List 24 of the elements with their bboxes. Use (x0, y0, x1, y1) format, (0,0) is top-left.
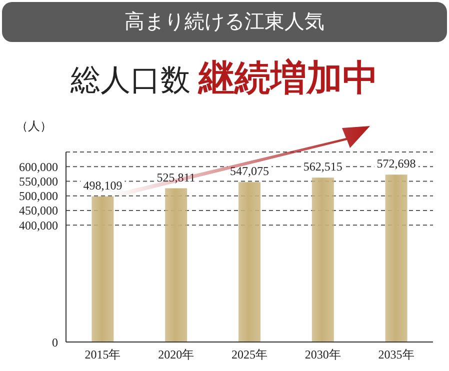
x-tick-label: 2020年 (158, 348, 194, 362)
y-tick-label: 600,000 (19, 160, 58, 174)
chart-title: 高まり続ける江東人気 (2, 2, 447, 42)
data-label: 547,075 (230, 164, 269, 178)
y-tick-label: 0 (52, 335, 58, 350)
y-axis-title: （人） (16, 118, 52, 135)
bar (312, 178, 334, 342)
data-label: 498,109 (83, 178, 122, 192)
bar (92, 196, 114, 342)
data-label: 562,515 (303, 160, 342, 174)
x-tick-label: 2025年 (232, 348, 268, 362)
y-tick-label: 450,000 (19, 204, 58, 218)
y-tick-label: 500,000 (19, 189, 58, 204)
y-tick-label: 550,000 (19, 174, 58, 188)
x-tick-label: 2015年 (84, 348, 121, 362)
data-label: 525,811 (156, 170, 196, 184)
x-tick-label: 2030年 (304, 348, 341, 362)
x-tick-label: 2035年 (378, 348, 414, 362)
chart-subtitle: 総人口数 継続増加中 (70, 58, 378, 98)
bar (238, 182, 260, 342)
data-label: 572,698 (376, 156, 416, 171)
y-tick-label: 400,000 (19, 218, 58, 232)
bar (165, 188, 188, 342)
bar (385, 174, 408, 342)
